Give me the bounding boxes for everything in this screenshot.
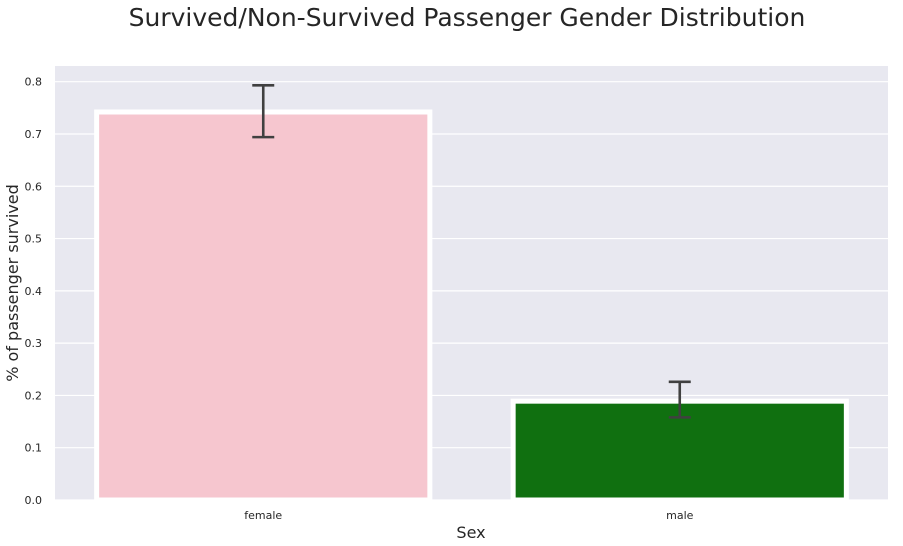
y-axis-ticks: 0.0 0.1 0.2 0.3 0.4 0.5 0.6 0.7 0.8 bbox=[25, 76, 43, 507]
bar-female bbox=[94, 109, 433, 503]
error-bars bbox=[252, 84, 691, 419]
x-axis-label: Sex bbox=[456, 523, 485, 542]
y-tick-label: 0.7 bbox=[25, 128, 43, 141]
x-axis-ticks: female male bbox=[244, 509, 693, 522]
x-tick-label-female: female bbox=[244, 509, 282, 522]
y-tick-label: 0.1 bbox=[25, 442, 43, 455]
y-tick-label: 0.0 bbox=[25, 494, 43, 507]
y-tick-label: 0.6 bbox=[25, 180, 43, 193]
y-tick-label: 0.3 bbox=[25, 337, 43, 350]
chart-title: Survived/Non-Survived Passenger Gender D… bbox=[129, 3, 806, 32]
y-tick-label: 0.5 bbox=[25, 233, 43, 246]
y-axis-label: % of passenger survived bbox=[3, 184, 22, 382]
y-tick-label: 0.2 bbox=[25, 389, 43, 402]
y-tick-label: 0.8 bbox=[25, 76, 43, 89]
y-tick-label: 0.4 bbox=[25, 285, 43, 298]
x-tick-label-male: male bbox=[666, 509, 694, 522]
